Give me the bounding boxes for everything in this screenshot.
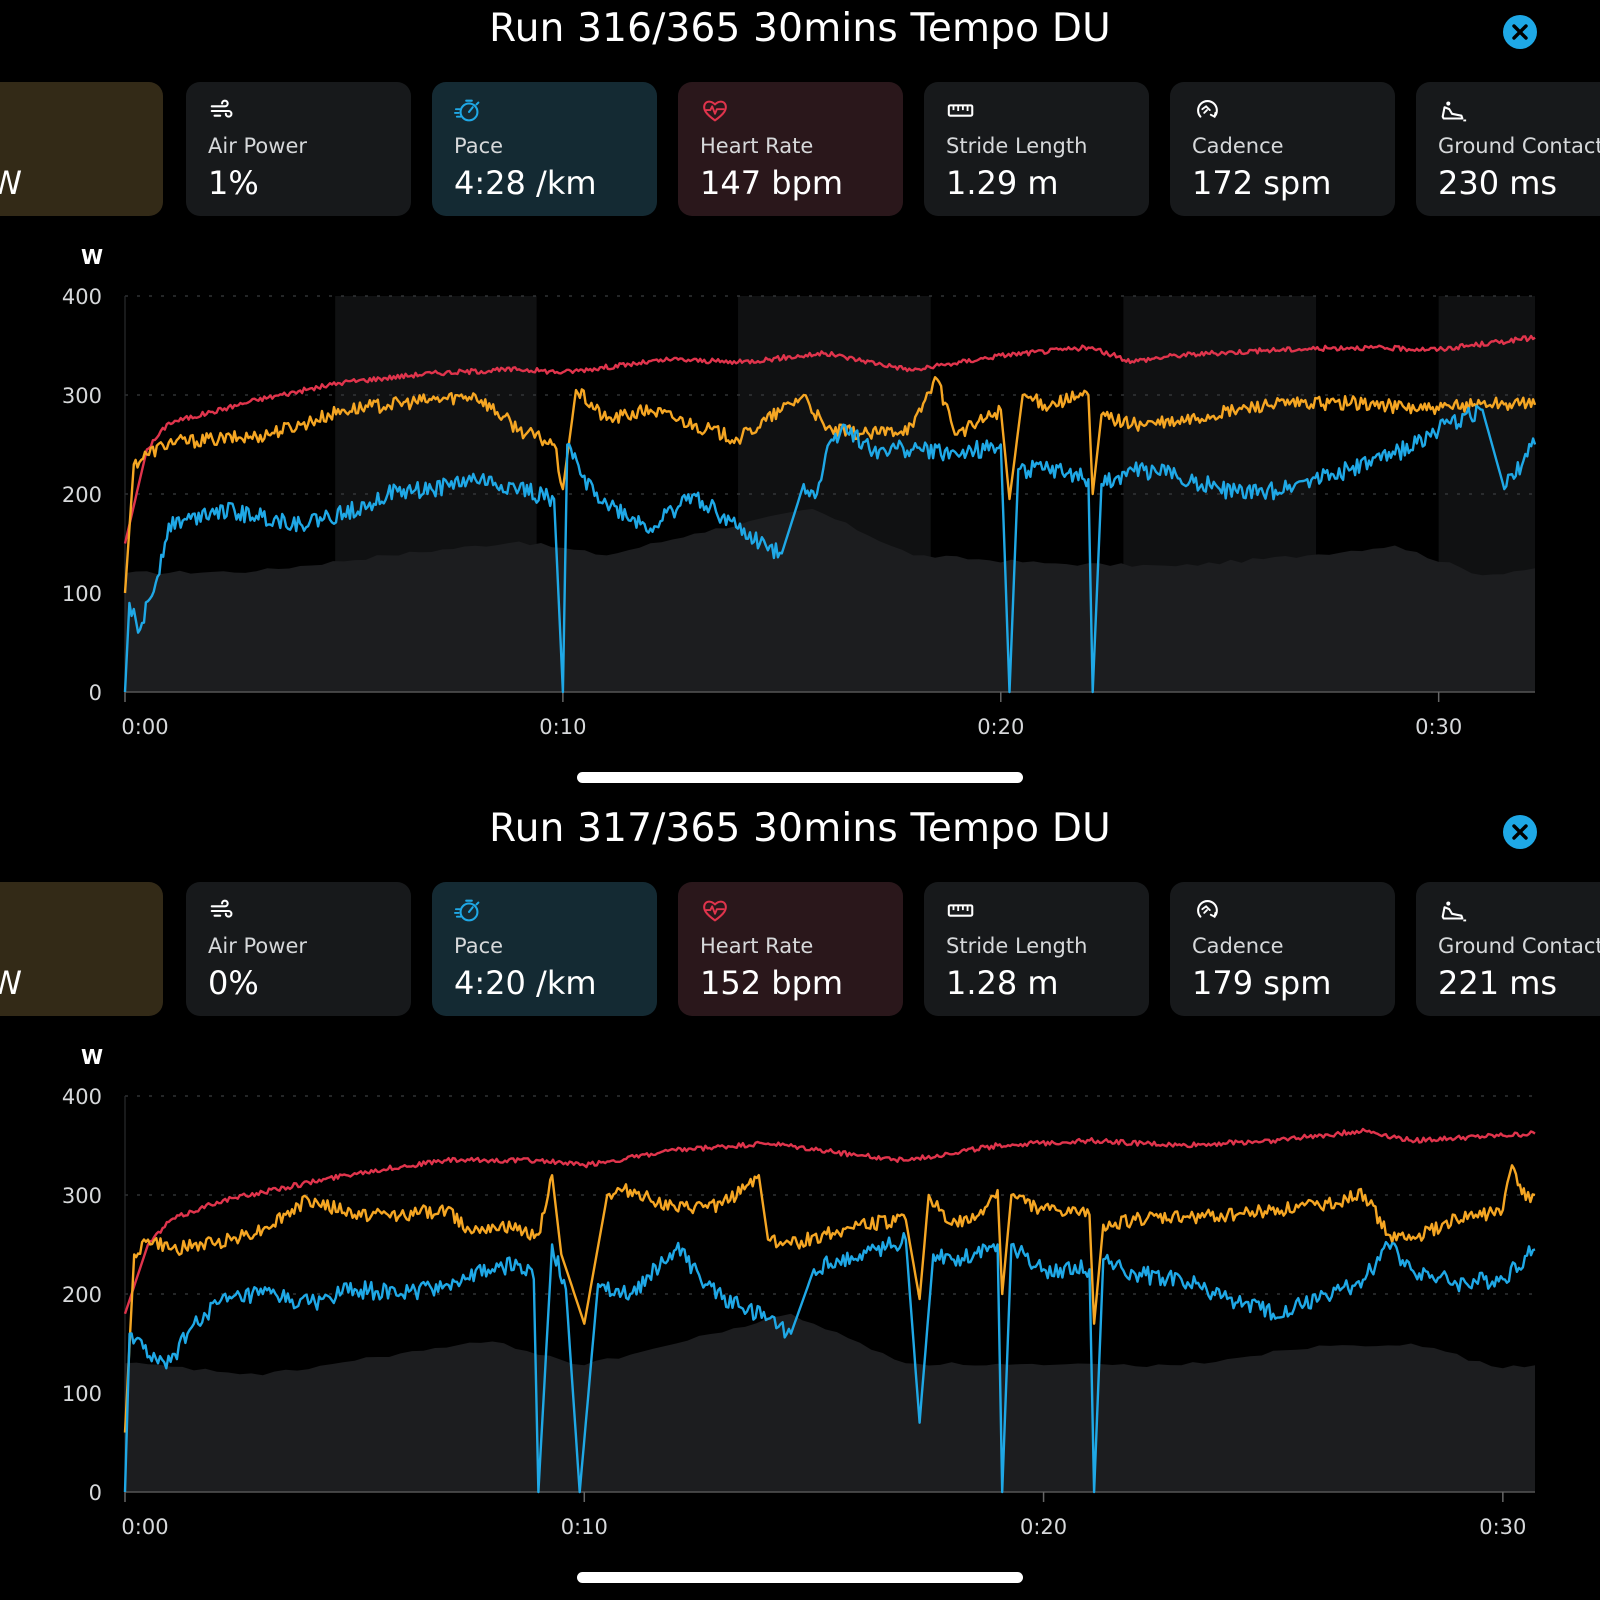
x-tick-label: 0:20 [1020,1515,1067,1539]
metric-cards: wer5 W Air Power 0% Pace 4:20 /km Heart Rate 1… [0,882,1600,1016]
metric-value: 1.29 m [946,164,1059,202]
shoe-icon [1438,96,1468,126]
x-tick-label: 0:10 [561,1515,608,1539]
elevation-area [125,508,1535,692]
x-tick-label: 0:10 [539,715,586,739]
close-icon [1512,824,1528,840]
metric-card-wer[interactable]: wer5 W [0,882,163,1016]
close-icon [1512,24,1528,40]
x-tick-label: 0:20 [977,715,1024,739]
stopwatch-icon [454,96,484,126]
y-tick-label: 200 [62,1283,102,1307]
metric-value: 230 ms [1438,164,1558,202]
heart-rate-line [123,1127,1536,1315]
close-button[interactable] [1503,815,1537,849]
metric-label: Stride Length [946,934,1088,958]
shoe-icon [1438,896,1468,926]
wind-icon [208,896,238,926]
heart-pulse-icon [700,96,730,126]
metric-value: 147 bpm [700,164,844,202]
y-tick-label: 400 [62,1085,102,1109]
ruler-icon [946,896,976,926]
stopwatch-icon [454,896,484,926]
metric-value: 179 spm [1192,964,1332,1002]
metric-label: Pace [454,134,504,158]
x-tick-label: 0:00 [121,1515,168,1539]
wind-icon [208,96,238,126]
y-tick-label: 100 [62,1382,102,1406]
metric-value: 4:20 /km [454,964,597,1002]
y-tick-label: 0 [89,1481,102,1505]
cadence-line [123,1164,1536,1433]
metric-value: 1.28 m [946,964,1059,1002]
ruler-icon [946,96,976,126]
y-tick-label: 300 [62,384,102,408]
metric-card-heart-rate[interactable]: Heart Rate 152 bpm [678,882,903,1016]
metric-value: 5 W [0,964,23,1002]
heart-pulse-icon [700,896,730,926]
cadence-icon [1192,896,1222,926]
elevation-area [125,1313,1535,1492]
cadence-icon [1192,96,1222,126]
y-tick-label: 300 [62,1184,102,1208]
metric-value: 4:28 /km [454,164,597,202]
power-line [123,404,1537,694]
cadence-line [123,376,1537,594]
scroll-handle[interactable] [577,1572,1023,1583]
metric-label: Ground Contact Tir [1438,134,1600,158]
y-tick-label: 400 [62,285,102,309]
y-tick-label: 100 [62,582,102,606]
metric-label: Pace [454,934,504,958]
workout-title: Run 317/365 30mins Tempo DU [489,806,1111,851]
x-tick-label: 0:30 [1415,715,1462,739]
metric-label: Cadence [1192,134,1284,158]
metric-card-cadence[interactable]: Cadence 179 spm [1170,882,1395,1016]
close-button[interactable] [1503,15,1537,49]
metric-value: 152 bpm [700,964,844,1002]
y-tick-label: 0 [89,681,102,705]
metric-card-ground-contact-tir[interactable]: Ground Contact Tir 221 ms [1416,882,1600,1016]
metric-label: Heart Rate [700,934,814,958]
metric-card-stride-length[interactable]: Stride Length 1.29 m [924,82,1149,216]
metric-value: 221 ms [1438,964,1558,1002]
power-line [123,1232,1536,1494]
metric-label: Cadence [1192,934,1284,958]
metric-card-stride-length[interactable]: Stride Length 1.28 m [924,882,1149,1016]
metric-value: 4 W [0,164,23,202]
metric-value: 1% [208,164,259,202]
metric-card-heart-rate[interactable]: Heart Rate 147 bpm [678,82,903,216]
x-tick-label: 0:30 [1479,1515,1526,1539]
scroll-handle[interactable] [577,772,1023,783]
metric-label: Air Power [208,934,308,958]
y-tick-label: 200 [62,483,102,507]
metric-label: Ground Contact Tir [1438,934,1600,958]
metric-card-air-power[interactable]: Air Power 1% [186,82,411,216]
heart-rate-line [123,334,1536,544]
metric-card-ground-contact-tir[interactable]: Ground Contact Tir 230 ms [1416,82,1600,216]
metric-card-wer[interactable]: wer4 W [0,82,163,216]
metric-label: Air Power [208,134,308,158]
metric-card-air-power[interactable]: Air Power 0% [186,882,411,1016]
workout-title: Run 316/365 30mins Tempo DU [489,6,1111,51]
metric-label: Stride Length [946,134,1088,158]
power-chart[interactable]: W 0 100 200 300 400 0:00 0:10 0:20 0:30 [0,236,1600,746]
metric-card-pace[interactable]: Pace 4:20 /km [432,882,657,1016]
y-axis-unit-label: W [81,245,103,269]
metric-card-cadence[interactable]: Cadence 172 spm [1170,82,1395,216]
y-axis-unit-label: W [81,1045,103,1069]
metric-label: Heart Rate [700,134,814,158]
power-chart[interactable]: W 0 100 200 300 400 0:00 0:10 0:20 0:30 [0,1036,1600,1546]
metric-value: 0% [208,964,259,1002]
x-tick-label: 0:00 [121,715,168,739]
metric-value: 172 spm [1192,164,1332,202]
metric-card-pace[interactable]: Pace 4:28 /km [432,82,657,216]
metric-cards: wer4 W Air Power 1% Pace 4:28 /km Heart Rate 1… [0,82,1600,216]
